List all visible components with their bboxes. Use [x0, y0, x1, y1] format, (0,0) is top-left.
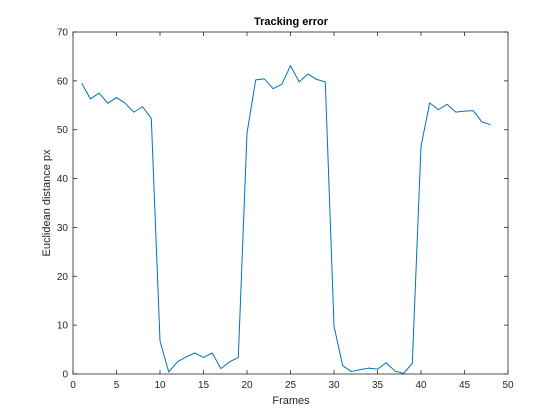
axes-box — [72, 31, 509, 375]
y-tick-label: 60 — [57, 76, 69, 87]
x-tick-label: 50 — [502, 380, 514, 391]
y-tick-label: 50 — [57, 125, 69, 136]
y-tick-label: 70 — [57, 28, 69, 39]
x-tick-label: 25 — [285, 380, 297, 391]
series-line-0 — [81, 65, 491, 375]
x-tick-label: 30 — [328, 380, 340, 391]
x-tick-label: 40 — [415, 380, 427, 391]
x-tick-label: 35 — [372, 380, 384, 391]
x-tick-label: 0 — [70, 380, 76, 391]
y-tick-label: 40 — [57, 174, 69, 185]
chart-title: Tracking error — [254, 16, 329, 28]
x-tick-label: 45 — [459, 380, 471, 391]
plot-area: 0 5 10 15 20 25 30 35 40 45 50 0 10 20 30 40 50 60 70 — [57, 28, 514, 392]
x-tick-label: 10 — [154, 380, 166, 391]
x-tick-label: 5 — [114, 380, 120, 391]
y-tick-label: 0 — [62, 370, 68, 381]
y-tick-label: 30 — [57, 223, 69, 234]
y-axis-label: Euclidean distance px — [41, 149, 53, 257]
x-tick-label: 20 — [241, 380, 253, 391]
y-tick-label: 20 — [57, 272, 69, 283]
y-tick-label: 10 — [57, 321, 69, 332]
x-axis-label: Frames — [272, 395, 310, 407]
x-tick-label: 15 — [198, 380, 210, 391]
